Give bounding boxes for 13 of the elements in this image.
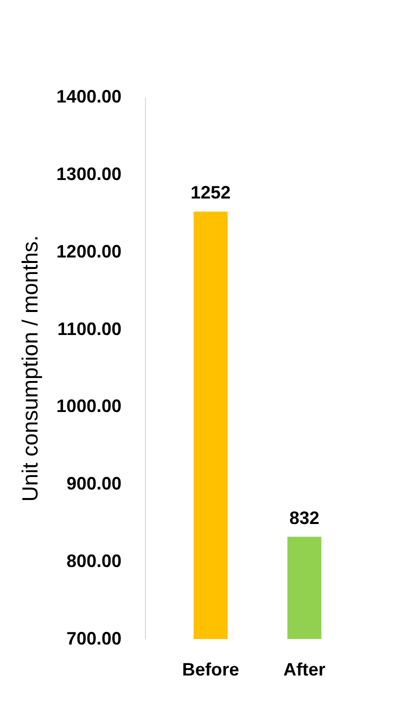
- y-tick-label: 1000.00: [56, 396, 122, 416]
- x-tick-label: Before: [182, 660, 240, 680]
- data-label: 832: [289, 508, 320, 528]
- y-tick-label: 1100.00: [57, 318, 122, 339]
- x-tick-label: After: [283, 660, 326, 680]
- data-label: 1252: [190, 182, 231, 203]
- y-tick-label: 1400.00: [56, 86, 122, 106]
- y-axis-title: Unit consumption / months.: [17, 235, 42, 502]
- y-tick-label: 700.00: [66, 628, 122, 648]
- y-tick-label: 800.00: [66, 551, 122, 572]
- y-tick-label: 1300.00: [56, 164, 122, 184]
- y-tick-label: 900.00: [66, 474, 122, 494]
- y-tick-label: 1200.00: [56, 241, 122, 262]
